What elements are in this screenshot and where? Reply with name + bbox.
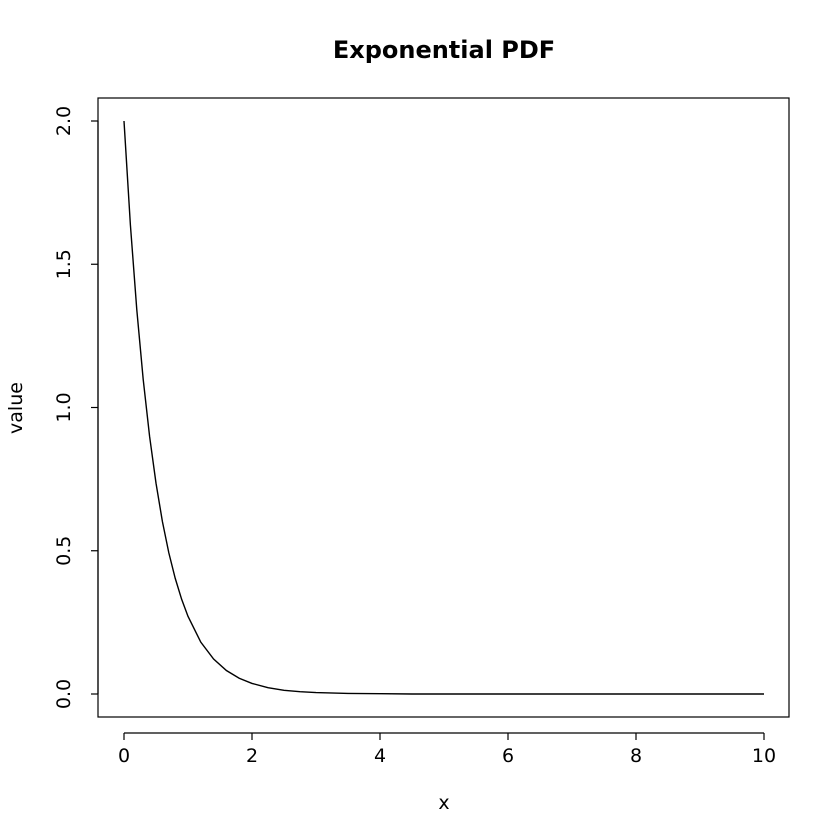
plot-frame bbox=[97, 97, 790, 718]
y-ticks: 0.0 0.5 1.0 1.5 2.0 bbox=[53, 106, 98, 709]
x-axis-label: x bbox=[438, 792, 449, 814]
x-axis: 0 2 4 6 8 10 x bbox=[118, 732, 776, 814]
y-tick-label: 2.0 bbox=[53, 106, 75, 136]
y-tick-label: 0.5 bbox=[53, 536, 75, 566]
y-tick-label: 0.0 bbox=[53, 679, 75, 709]
y-axis: 0.0 0.5 1.0 1.5 2.0 value bbox=[5, 106, 99, 709]
x-tick-label: 4 bbox=[374, 745, 386, 767]
series-layer bbox=[123, 120, 764, 695]
x-ticks: 0 2 4 6 8 10 bbox=[118, 733, 776, 767]
series-line-0 bbox=[123, 120, 764, 695]
y-tick-label: 1.5 bbox=[53, 249, 75, 279]
x-tick-label: 8 bbox=[630, 745, 642, 767]
chart-title: Exponential PDF bbox=[333, 36, 555, 64]
x-tick-label: 0 bbox=[118, 745, 130, 767]
y-axis-label: value bbox=[5, 382, 27, 434]
x-tick-label: 10 bbox=[752, 745, 776, 767]
x-tick-label: 2 bbox=[246, 745, 258, 767]
y-tick-label: 1.0 bbox=[53, 392, 75, 422]
x-tick-label: 6 bbox=[502, 745, 514, 767]
